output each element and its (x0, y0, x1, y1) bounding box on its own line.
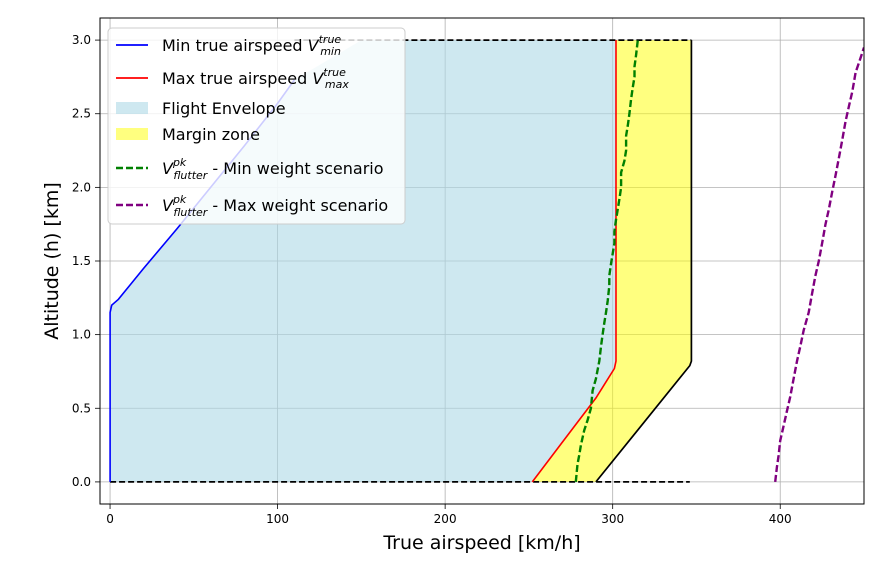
legend-label: Margin zone (162, 125, 260, 144)
legend-swatch-patch (116, 102, 148, 114)
legend: Min true airspeed Vtrue min Max true airsp… (107, 27, 406, 225)
legend-entry: Vpk flutter - Max weight scenario (116, 193, 388, 219)
legend-entry: Max true airspeed Vtrue max (116, 66, 349, 91)
legend-label: Min true airspeed Vtrue min (162, 33, 341, 58)
v-flutter-pk-max-weight-scenario-line (774, 47, 864, 483)
legend-entry: Min true airspeed Vtrue min (116, 33, 341, 58)
plot-data (109, 39, 864, 483)
legend-entry: Margin zone (116, 125, 260, 144)
v-flutter-pk-min-weight-scenario-line (574, 39, 639, 483)
y-tick-label: 3.0 (72, 33, 91, 47)
y-tick-label: 1.0 (72, 328, 91, 342)
legend-label: Flight Envelope (162, 99, 286, 118)
flight-envelope-area (110, 40, 616, 482)
margin-zone-area (532, 40, 692, 482)
x-tick-label: 100 (266, 512, 289, 526)
max-true-airspeed-v-max-true-line (531, 40, 617, 483)
y-tick-label: 0.0 (72, 475, 91, 489)
y-tick-label: 2.5 (72, 107, 91, 121)
y-tick-label: 0.5 (72, 401, 91, 415)
axis-ticks: 0 100 200 300 400 0.0 0.5 1.0 1.5 2.0 2.5 3.0 (72, 33, 792, 526)
x-tick-label: 0 (106, 512, 114, 526)
legend-entry: Flight Envelope (116, 99, 286, 118)
x-tick-label: 200 (434, 512, 457, 526)
boundary-line-2 (595, 40, 693, 483)
y-tick-label: 2.0 (72, 180, 91, 194)
legend-entry: Vpk flutter - Min weight scenario (116, 156, 384, 182)
y-axis-label: Altitude (h) [km] (41, 182, 63, 340)
y-tick-label: 1.5 (72, 254, 91, 268)
legend-label: Vpk flutter - Max weight scenario (162, 193, 388, 219)
legend-label: Max true airspeed Vtrue max (162, 66, 349, 91)
x-tick-label: 300 (601, 512, 624, 526)
x-axis-label: True airspeed [km/h] (382, 532, 580, 554)
legend-label: Vpk flutter - Min weight scenario (162, 156, 384, 182)
x-tick-label: 400 (769, 512, 792, 526)
legend-swatch-patch (116, 128, 148, 140)
legend-box (107, 27, 406, 225)
